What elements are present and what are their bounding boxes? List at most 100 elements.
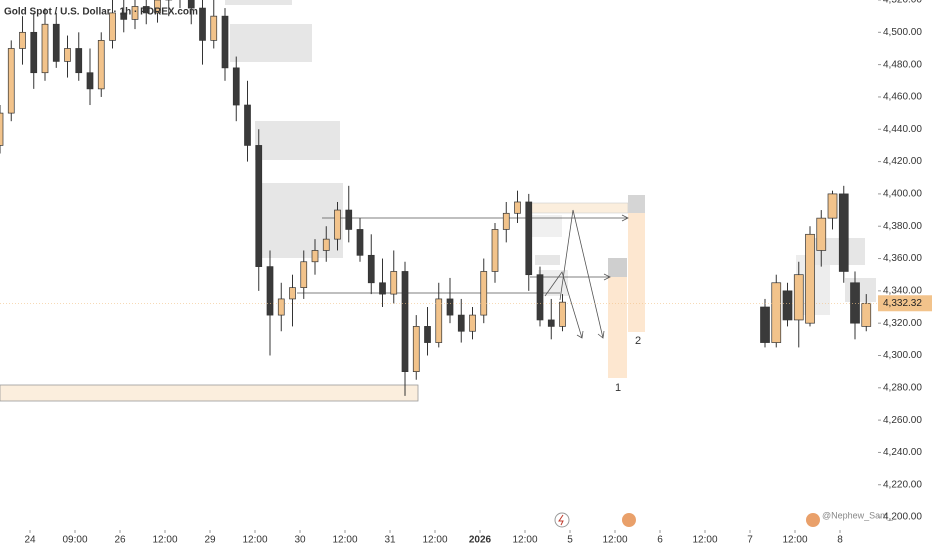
x-tick-label: 12:00 bbox=[152, 535, 177, 546]
zigzag bbox=[544, 271, 584, 339]
event-icon bbox=[554, 512, 570, 528]
candle-body bbox=[782, 290, 793, 321]
plot bbox=[0, 0, 878, 396]
zone bbox=[230, 24, 312, 62]
x-tick-label: 12:00 bbox=[692, 535, 717, 546]
candle-body bbox=[412, 326, 420, 372]
zone bbox=[255, 121, 340, 160]
candle-body bbox=[41, 23, 49, 74]
candle-body bbox=[793, 274, 804, 321]
candle-body bbox=[232, 67, 240, 106]
price-axis bbox=[878, 0, 932, 550]
x-tick-label: 8 bbox=[837, 535, 843, 546]
candle-body bbox=[514, 201, 521, 214]
annotation: 1 bbox=[615, 382, 621, 394]
y-tick-label: 4,200.00 bbox=[883, 512, 922, 523]
candle-body bbox=[345, 209, 353, 230]
candle-body bbox=[771, 282, 782, 343]
candle-body bbox=[154, 0, 161, 14]
candle-body bbox=[277, 298, 285, 316]
guides bbox=[297, 209, 820, 528]
x-tick-label: 12:00 bbox=[422, 535, 447, 546]
candle-body bbox=[221, 15, 229, 69]
annotation: 2 bbox=[635, 335, 641, 347]
candle-body bbox=[199, 7, 206, 41]
candle-body bbox=[120, 12, 128, 20]
candle-body bbox=[187, 0, 195, 9]
zone bbox=[530, 215, 562, 237]
candle-body bbox=[64, 48, 71, 62]
guide-line bbox=[322, 214, 629, 222]
candle-body bbox=[322, 238, 330, 251]
chart-title: Gold Spot / U.S. Dollar · 1h · FOREX.com bbox=[4, 7, 198, 18]
x-tick-label: 30 bbox=[294, 535, 306, 546]
candle-body bbox=[109, 12, 116, 41]
zigzag bbox=[559, 209, 605, 339]
y-tick-label: 4,500.00 bbox=[883, 27, 922, 38]
y-tick-label: 4,220.00 bbox=[883, 479, 922, 490]
zone bbox=[845, 278, 876, 302]
zone bbox=[628, 213, 645, 332]
y-tick-label: 4,320.00 bbox=[883, 318, 922, 329]
candle-body bbox=[334, 209, 341, 240]
candle-body bbox=[30, 31, 38, 74]
x-tick-label: 2026 bbox=[469, 535, 492, 546]
candle-body bbox=[861, 302, 872, 327]
candle-body bbox=[311, 250, 319, 263]
y-tick-label: 4,460.00 bbox=[883, 92, 922, 103]
y-tick-label: 4,240.00 bbox=[883, 447, 922, 458]
candle-body bbox=[19, 31, 26, 49]
x-tick-label: 24 bbox=[24, 535, 36, 546]
candle-body bbox=[480, 271, 488, 316]
candle-body bbox=[547, 319, 555, 327]
zone bbox=[225, 0, 292, 5]
y-tick-label: 4,400.00 bbox=[883, 189, 922, 200]
candle-body bbox=[142, 6, 150, 14]
x-tick-label: 6 bbox=[657, 535, 663, 546]
flag-icon bbox=[806, 513, 820, 527]
candle-body bbox=[210, 15, 218, 41]
candle-body bbox=[266, 266, 274, 316]
candle-body bbox=[356, 229, 364, 256]
y-tick-label: 4,280.00 bbox=[883, 382, 922, 393]
candle-body bbox=[289, 287, 296, 300]
zones bbox=[0, 0, 876, 402]
flag-icon bbox=[622, 513, 636, 527]
candle-body bbox=[97, 40, 105, 90]
x-tick-label: 12:00 bbox=[332, 535, 357, 546]
candle-body bbox=[502, 212, 510, 230]
candle-body bbox=[457, 314, 465, 332]
zone bbox=[608, 277, 627, 378]
candle-body bbox=[536, 274, 544, 321]
candle-body bbox=[255, 145, 263, 267]
y-tick-label: 4,360.00 bbox=[883, 253, 922, 264]
x-tick-label: 5 bbox=[567, 535, 573, 546]
x-tick-label: 09:00 bbox=[62, 535, 87, 546]
zone bbox=[527, 202, 629, 214]
y-tick-label: 4,300.00 bbox=[883, 350, 922, 361]
x-tick-label: 12:00 bbox=[602, 535, 627, 546]
candle-body bbox=[86, 72, 94, 90]
x-tick-label: 29 bbox=[204, 535, 216, 546]
y-tick-label: 4,380.00 bbox=[883, 221, 922, 232]
candle-body bbox=[838, 193, 849, 272]
watermark: @Nephew_Sam_ bbox=[822, 510, 894, 520]
zone bbox=[0, 384, 419, 402]
candle-body bbox=[379, 282, 386, 295]
candle-body bbox=[827, 193, 838, 219]
event-icon bbox=[558, 514, 564, 526]
x-tick-label: 12:00 bbox=[512, 535, 537, 546]
last-price-box bbox=[878, 295, 932, 312]
y-tick-label: 4,260.00 bbox=[883, 415, 922, 426]
candle-body bbox=[435, 298, 443, 343]
candle-body bbox=[0, 112, 4, 146]
candle-body bbox=[816, 217, 827, 251]
candle-body bbox=[75, 48, 83, 74]
candle-body bbox=[805, 233, 815, 324]
time-axis bbox=[0, 530, 878, 550]
y-tick-label: 4,440.00 bbox=[883, 124, 922, 135]
candle-body bbox=[424, 326, 431, 343]
candle-body bbox=[7, 48, 15, 114]
